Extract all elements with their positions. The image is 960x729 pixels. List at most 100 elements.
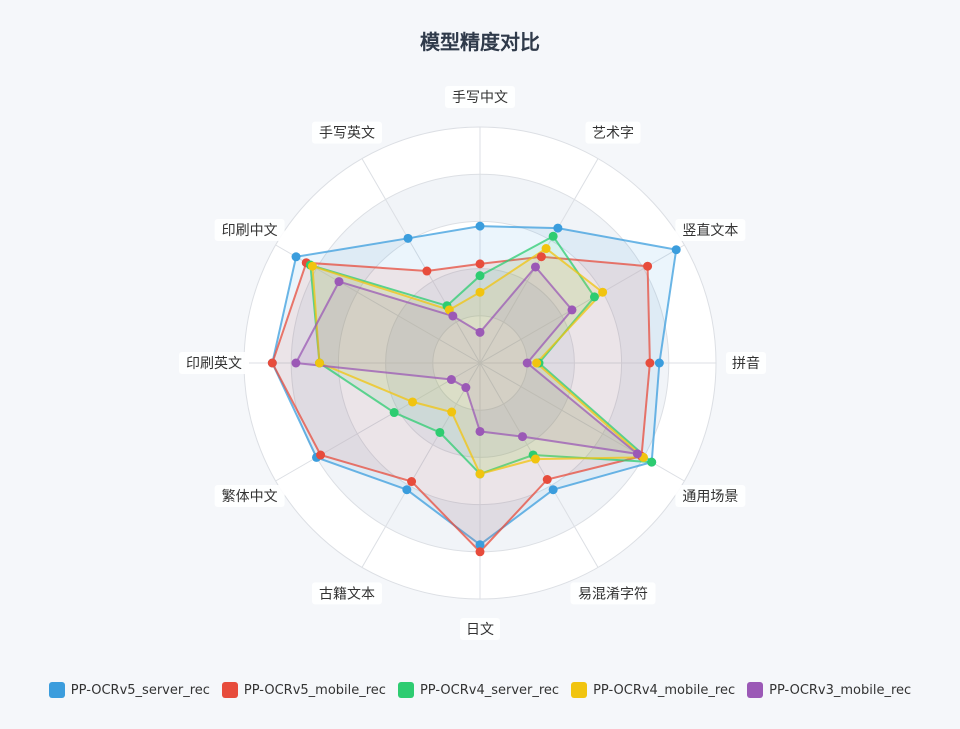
grid-spoke	[275, 362, 481, 482]
data-point-s5-6	[517, 432, 527, 442]
axis-label-group: 艺术字	[585, 121, 641, 144]
data-point-s4-7	[475, 469, 485, 479]
data-point-s4-4	[532, 358, 542, 368]
data-point-s2-7	[475, 547, 485, 557]
axis-label-bg	[312, 582, 382, 605]
data-point-s1-3	[671, 245, 681, 255]
axis-label: 日文	[466, 622, 494, 638]
axis-label: 印刷中文	[222, 223, 278, 239]
data-point-s2-10	[267, 358, 277, 368]
data-point-s5-8	[461, 383, 471, 393]
data-point-s1-1	[475, 221, 485, 231]
data-point-s5-1	[475, 327, 485, 337]
legend-item[interactable]: PP-OCRv5_mobile_rec	[221, 682, 386, 698]
data-point-s5-7	[475, 426, 485, 436]
data-point-s4-2	[541, 244, 551, 254]
data-point-s4-8	[447, 407, 457, 417]
data-point-s1-8	[402, 485, 412, 495]
data-point-s1-11	[291, 252, 301, 262]
legend-swatch	[221, 682, 238, 698]
axis-label-bg	[585, 121, 641, 144]
data-point-s4-11	[307, 261, 317, 271]
axis-label-bg	[460, 618, 500, 640]
legend-swatch	[571, 682, 588, 698]
legend-swatch	[747, 682, 764, 698]
data-point-s2-8	[407, 477, 417, 487]
axis-label-bg	[312, 121, 382, 144]
legend-item[interactable]: PP-OCRv3_mobile_rec	[747, 682, 911, 698]
data-point-s2-6	[542, 474, 552, 484]
axis-label-bg	[179, 352, 249, 374]
grid-spoke	[479, 158, 599, 364]
axis-label-group: 拼音	[726, 352, 766, 374]
legend: PP-OCRv5_server_rec PP-OCRv5_mobile_rec PP…	[0, 682, 960, 698]
data-point-s1-4	[654, 358, 664, 368]
axis-label: 手写中文	[452, 90, 508, 106]
data-point-s2-3	[643, 261, 653, 271]
legend-label: PP-OCRv5_server_rec	[70, 682, 210, 698]
data-point-s5-11	[334, 277, 344, 287]
axis-label-group: 易混淆字符	[570, 582, 656, 605]
data-point-s4-6	[530, 454, 540, 464]
data-point-s1-7	[475, 540, 485, 550]
axis-label-bg	[570, 582, 656, 605]
legend-item[interactable]: PP-OCRv4_mobile_rec	[571, 682, 735, 698]
data-point-s3-3	[589, 292, 599, 302]
grid-spoke	[361, 362, 481, 568]
axis-label-group: 手写英文	[312, 121, 382, 144]
axis-label: 通用场景	[682, 489, 738, 505]
axis-label: 易混淆字符	[578, 586, 648, 602]
axis-label-group: 通用场景	[675, 485, 746, 507]
data-point-s5-2	[530, 262, 540, 272]
axis-label-group: 古籍文本	[312, 582, 382, 605]
chart-title: 模型精度对比	[420, 30, 540, 54]
axis-label-bg	[675, 219, 746, 241]
axis-label-group: 印刷英文	[179, 352, 249, 374]
legend-item[interactable]: PP-OCRv5_server_rec	[48, 682, 210, 698]
data-point-s2-9	[316, 450, 326, 460]
axis-label-group: 竖直文本	[675, 219, 746, 241]
axis-label: 繁体中文	[222, 489, 278, 505]
legend-item[interactable]: PP-OCRv4_server_rec	[397, 682, 560, 698]
legend-label: PP-OCRv4_server_rec	[419, 682, 560, 698]
axis-label-group: 日文	[460, 618, 500, 640]
data-point-s4-10	[315, 358, 325, 368]
axis-label-bg	[675, 485, 746, 507]
data-point-s5-9	[446, 375, 456, 385]
data-point-s2-12	[422, 266, 432, 276]
axis-label: 竖直文本	[682, 222, 738, 239]
axis-label-bg	[214, 219, 285, 241]
axis-label-bg	[445, 86, 515, 108]
data-point-s3-1	[475, 271, 485, 281]
axis-label: 艺术字	[592, 126, 634, 142]
data-point-s2-4	[645, 358, 655, 368]
legend-label: PP-OCRv3_mobile_rec	[769, 682, 912, 698]
data-point-s5-5	[632, 449, 642, 459]
data-point-s2-1	[475, 259, 485, 269]
data-point-s5-10	[291, 358, 301, 368]
axis-label: 印刷英文	[186, 355, 242, 372]
axis-label: 古籍文本	[319, 585, 375, 602]
legend-label: PP-OCRv5_mobile_rec	[243, 682, 386, 698]
axis-label: 手写英文	[319, 125, 375, 142]
axis-label-group: 印刷中文	[214, 219, 285, 241]
data-point-s1-2	[553, 223, 563, 233]
data-point-s3-8	[435, 427, 445, 437]
data-point-s4-9	[408, 397, 418, 407]
data-point-s3-2	[548, 231, 558, 241]
axis-label-group: 繁体中文	[214, 485, 285, 507]
grid-spoke	[361, 158, 481, 364]
data-point-s5-4	[522, 358, 532, 368]
data-point-s5-3	[567, 305, 577, 315]
data-point-s1-12	[403, 233, 413, 243]
legend-label: PP-OCRv4_mobile_rec	[593, 682, 736, 698]
legend-swatch	[397, 682, 414, 698]
axis-label-bg	[214, 485, 285, 507]
data-point-s3-9	[389, 408, 399, 418]
data-point-s1-6	[548, 485, 558, 495]
grid-spoke	[479, 362, 599, 568]
axis-label-group: 手写中文	[445, 86, 515, 108]
data-point-s2-2	[536, 252, 546, 262]
data-point-s4-1	[475, 287, 485, 297]
axis-label-bg	[726, 352, 766, 374]
